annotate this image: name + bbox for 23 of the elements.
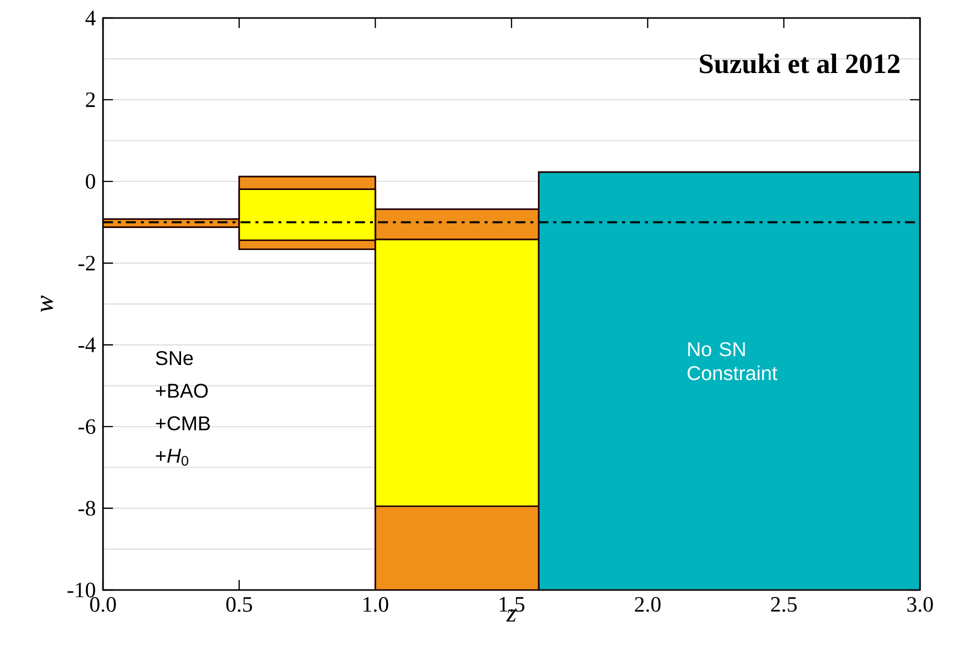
annotation: SNe <box>156 351 193 366</box>
x-tick-label: 1.0 <box>364 597 388 612</box>
x-tick-label: 3.0 <box>907 597 933 612</box>
y-tick-label: 0 <box>86 174 96 189</box>
y-tick-label: -2 <box>78 256 95 270</box>
x-tick-label: 2.0 <box>634 597 661 612</box>
x-tick-label: 2.5 <box>771 597 797 612</box>
x-axis-title: z <box>506 610 516 622</box>
y-tick-label: -4 <box>78 338 96 352</box>
y-axis-title: w <box>40 296 54 312</box>
y-tick-label: -6 <box>78 419 96 434</box>
x-tick-label: 1.5 <box>500 597 524 612</box>
text: Suzuki et al 2012 <box>700 54 900 74</box>
y-tick-label: -10 <box>68 582 96 598</box>
y-tick-label: 4 <box>85 10 96 26</box>
annotation: +H$_{0}$ <box>156 448 188 466</box>
annotation: +BAO <box>156 384 208 398</box>
x-tick-label: 0.0 <box>90 597 116 612</box>
y-tick-label: 2 <box>86 92 95 107</box>
x-tick-label: 0.5 <box>226 597 252 612</box>
y-tick-label: -8 <box>78 500 96 516</box>
annotation: No SN Constraint <box>688 342 778 380</box>
annotation: +CMB <box>156 416 210 430</box>
